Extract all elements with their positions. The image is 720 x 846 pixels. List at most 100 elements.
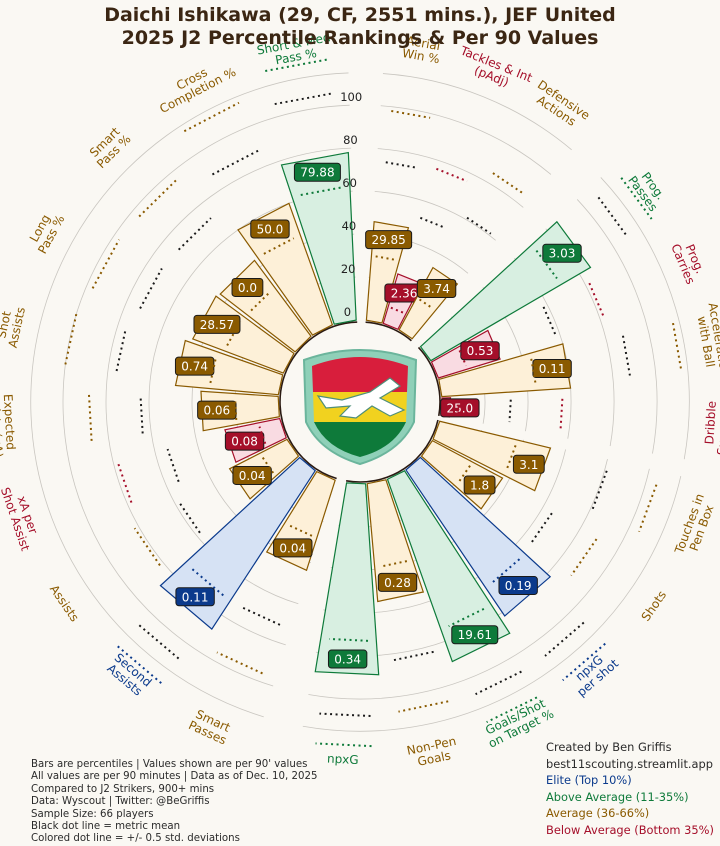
metric-label: ShotAssists: [0, 303, 28, 349]
grid-arc: [62, 300, 274, 687]
grid-arc: [374, 191, 496, 241]
percentile-bar: [280, 151, 357, 325]
grid-arc: [105, 314, 286, 646]
value-label: 0.11: [539, 362, 566, 376]
percentile-bar: [366, 479, 425, 603]
percentile-bar: [438, 343, 572, 398]
note-line: Compared to J2 Strikers, 900+ mins: [31, 783, 215, 795]
metric-label: Prog.Passes: [625, 166, 671, 214]
metric-label-line: Expected: [1, 394, 18, 451]
value-label: 2.36: [391, 286, 418, 300]
value-box: [250, 219, 290, 239]
dot-line: [542, 306, 557, 336]
percentile-bar: [159, 456, 316, 631]
dot-line: [380, 560, 408, 568]
legend-elite: Elite (Top 10%): [546, 773, 632, 788]
note-line: Data: Wyscout | Twitter: @BeGriffis: [31, 796, 210, 808]
dot-line: [559, 398, 564, 429]
metric-label: npxGper shot: [566, 646, 621, 699]
dot-line: [457, 465, 471, 484]
value-box: [365, 230, 413, 250]
metric-label-line: Win %: [401, 46, 441, 66]
group-base-arc: [365, 321, 412, 342]
metric-label: npxG: [327, 752, 359, 768]
dot-line: [166, 448, 180, 483]
dot-line: [329, 637, 369, 642]
value-box: [232, 465, 272, 485]
grid-arc: [380, 105, 552, 175]
dot-line: [139, 267, 163, 310]
value-box: [231, 277, 264, 297]
value-label: 0.08: [231, 435, 258, 449]
dot-line: [466, 216, 492, 235]
value-label: 3.03: [549, 247, 576, 261]
club-crest: [302, 349, 418, 466]
tick-label: 20: [341, 262, 356, 276]
dot-line: [591, 470, 608, 511]
metric-label-line: Shots: [639, 588, 670, 624]
dot-line: [191, 567, 224, 597]
value-label: 50.0: [257, 223, 284, 237]
dot-line: [64, 313, 78, 365]
value-label: 3.1: [519, 458, 538, 472]
percentile-bar: [314, 482, 380, 676]
value-label: 0.53: [467, 344, 494, 358]
tick-label: 40: [342, 219, 357, 233]
grid-arc: [308, 468, 650, 700]
legend-average: Average (36-66%): [546, 806, 650, 821]
dot-line: [436, 167, 468, 183]
dot-line: [216, 651, 263, 675]
metric-label: Shots: [639, 588, 670, 624]
value-box: [451, 625, 499, 645]
note-line: Black dot line = metric mean: [31, 821, 181, 833]
metric-label: SecondAssists: [103, 650, 154, 699]
footnotes: Bars are percentiles | Values shown are …: [31, 759, 317, 846]
dot-line: [492, 172, 524, 194]
dot-line: [242, 606, 281, 626]
dot-line: [115, 329, 127, 372]
dot-line: [544, 621, 585, 657]
dot-line: [91, 239, 120, 289]
value-label: 0.11: [182, 590, 209, 604]
metric-label-line: Dribble: [702, 401, 719, 445]
metric-label: xA perShot Assist: [0, 481, 45, 553]
dot-line: [457, 400, 461, 416]
grid-arc: [302, 475, 682, 732]
metric-label: CrossCompletion %: [151, 53, 238, 116]
dot-line: [390, 306, 404, 314]
metric-label-line: Goals: [416, 748, 452, 769]
value-label: 0.19: [505, 579, 532, 593]
value-box: [197, 400, 237, 420]
value-box: [512, 454, 545, 474]
metric-label: Touches inPen Box: [672, 492, 719, 561]
metric-label: Prog.Carries: [668, 237, 709, 287]
legend-above-average: Above Average (11-35%): [546, 789, 689, 804]
dot-line: [475, 670, 522, 696]
group-base-arc: [417, 346, 441, 417]
value-label: 0.06: [203, 404, 230, 418]
grid-arc: [80, 104, 350, 301]
value-box: [416, 278, 457, 298]
dot-line: [319, 712, 371, 718]
dot-line: [226, 320, 242, 347]
dot-line: [178, 502, 201, 534]
credit-site: best11scouting.streamlit.app: [546, 756, 713, 771]
dot-line: [263, 237, 295, 255]
value-label: 0.04: [239, 469, 266, 483]
value-label: 0.34: [334, 653, 361, 667]
dot-line: [391, 650, 434, 662]
credit-author: Created by Ben Griffis: [546, 740, 672, 754]
dot-line: [530, 512, 553, 544]
dot-line: [486, 696, 538, 724]
value-label: 3.74: [423, 282, 450, 296]
dot-line: [289, 524, 313, 537]
grid-arc: [576, 199, 658, 454]
tick-label: 80: [343, 133, 358, 147]
tick-label: 0: [344, 305, 351, 319]
group-base-arc: [345, 419, 439, 483]
dot-line: [448, 607, 485, 628]
dot-lines-layer: [64, 58, 683, 748]
metric-label: Goals/Shoton Target %: [480, 695, 556, 751]
value-box: [460, 341, 500, 361]
